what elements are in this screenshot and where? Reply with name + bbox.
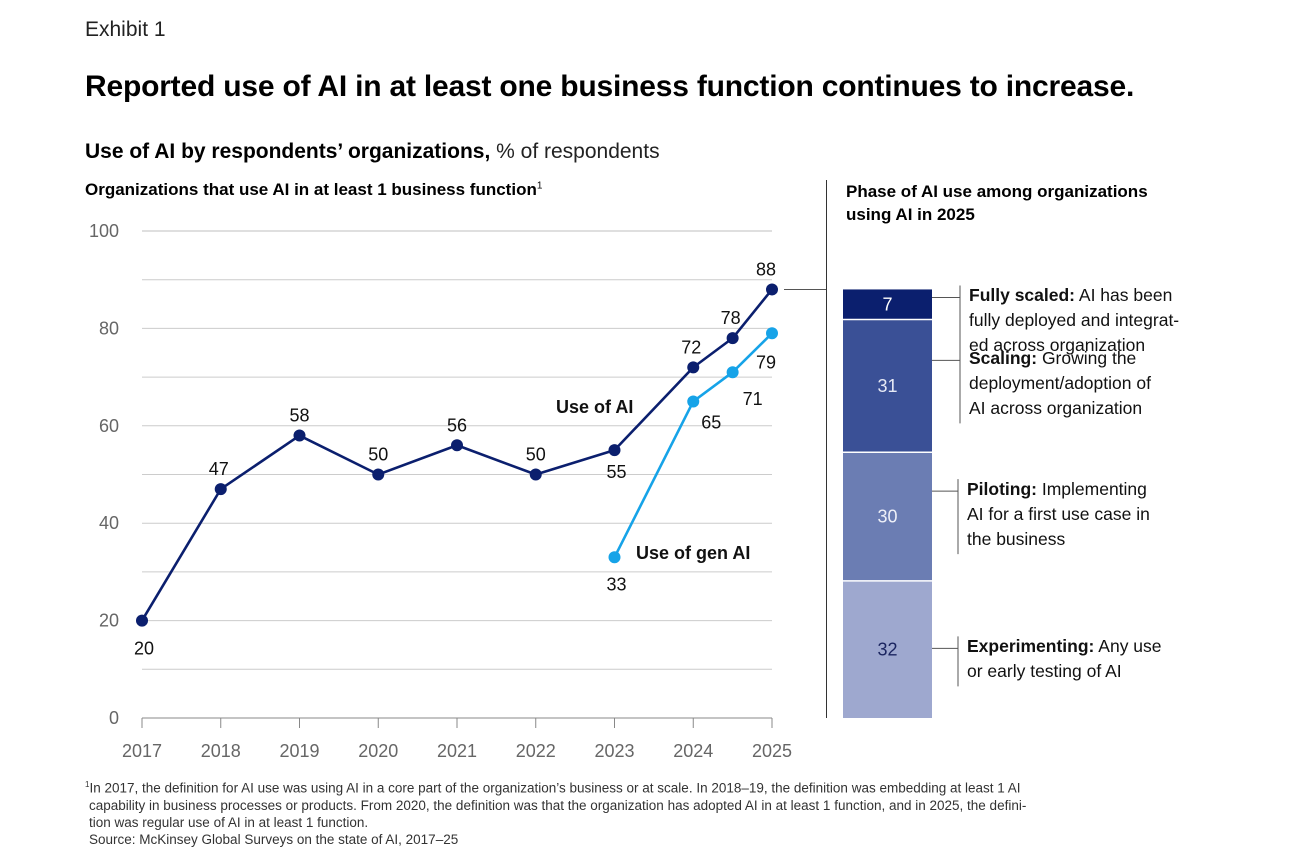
subtitle-bold: Use of AI by respondents’ organizations, bbox=[85, 140, 491, 163]
gen-ai-point bbox=[687, 395, 700, 408]
use-of-ai-data-label: 72 bbox=[681, 337, 701, 357]
x-tick-label-2019: 2019 bbox=[279, 741, 319, 761]
phase-desc-line: the business bbox=[967, 529, 1066, 550]
y-tick-label-20: 20 bbox=[99, 611, 119, 631]
use-of-ai-point bbox=[451, 439, 463, 452]
use-of-ai-point bbox=[687, 361, 700, 374]
exhibit-label: Exhibit 1 bbox=[85, 18, 166, 41]
footnote-text-1: In 2017, the definition for AI use was u… bbox=[89, 780, 1021, 796]
use-of-ai-point bbox=[372, 468, 385, 481]
panel-divider bbox=[826, 180, 827, 718]
footnote-line-2: capability in business processes or prod… bbox=[89, 797, 1027, 813]
line-chart-heading: Organizations that use AI in at least 1 … bbox=[85, 180, 542, 200]
use-of-ai-data-label: 88 bbox=[756, 259, 776, 279]
footnote-line-3: tion was regular use of AI in at least 1… bbox=[89, 814, 369, 830]
phase-bar-fully-scaled bbox=[843, 289, 932, 320]
phase-desc-line: deployment/adoption of bbox=[969, 373, 1151, 394]
use-of-ai-data-label: 55 bbox=[606, 462, 626, 482]
use-of-ai-data-label: 50 bbox=[368, 445, 388, 465]
use-of-ai-point bbox=[766, 283, 778, 296]
x-tick-label-2025: 2025 bbox=[752, 741, 792, 761]
phase-heading-line2: using AI in 2025 bbox=[846, 205, 975, 224]
phase-desc-piloting: Piloting: Implementing AI for a first use… bbox=[967, 477, 1150, 552]
phase-desc-line: or early testing of AI bbox=[967, 661, 1122, 682]
footnote: 1In 2017, the definition for AI use was … bbox=[85, 776, 1195, 848]
footnote-line-1: 1In 2017, the definition for AI use was … bbox=[85, 776, 1195, 797]
phase-name-experimenting: Experimenting: bbox=[967, 636, 1095, 657]
y-tick-label-0: 0 bbox=[109, 708, 119, 728]
use-of-ai-data-label: 20 bbox=[134, 639, 154, 659]
use-of-ai-point bbox=[726, 332, 739, 345]
phase-desc-line: ed across organization bbox=[969, 335, 1146, 356]
phase-desc-experimenting: Experimenting: Any use or early testing o… bbox=[967, 634, 1162, 684]
gen-ai-data-label: 71 bbox=[743, 389, 763, 409]
phase-desc-line: Implementing bbox=[1036, 479, 1147, 500]
phase-desc-scaling: Scaling: Growing the deployment/adoption … bbox=[969, 346, 1151, 421]
phase-desc-line: AI for a first use case in bbox=[967, 504, 1150, 525]
x-tick-label-2022: 2022 bbox=[516, 741, 556, 761]
x-tick-label-2023: 2023 bbox=[594, 741, 634, 761]
gen-ai-line bbox=[613, 332, 773, 558]
subtitle-unit: % of respondents bbox=[490, 140, 660, 163]
use-of-ai-data-label: 78 bbox=[721, 308, 741, 328]
phase-name-fully-scaled: Fully scaled: bbox=[969, 285, 1076, 306]
gen-ai-point bbox=[608, 551, 621, 564]
phase-name-scaling: Scaling: bbox=[969, 348, 1038, 369]
phase-desc-line: fully deployed and integrat- bbox=[969, 310, 1180, 331]
x-tick-label-2021: 2021 bbox=[437, 741, 477, 761]
y-tick-label-80: 80 bbox=[99, 318, 119, 338]
phase-value-scaling: 31 bbox=[877, 376, 897, 396]
chart-title: Reported use of AI in at least one busin… bbox=[85, 70, 1135, 103]
phase-desc-line: AI has been bbox=[1075, 285, 1173, 306]
phase-desc-line: AI across organization bbox=[969, 398, 1143, 419]
phase-chart-heading: Phase of AI use among organizations using… bbox=[846, 180, 1206, 226]
phase-desc-line: Growing the bbox=[1037, 348, 1137, 369]
y-tick-label-100: 100 bbox=[89, 221, 119, 241]
phase-value-piloting: 30 bbox=[877, 507, 897, 527]
phase-desc-line: Any use bbox=[1094, 636, 1162, 657]
phase-heading-line1: Phase of AI use among organizations bbox=[846, 182, 1148, 201]
gen-ai-data-label: 79 bbox=[756, 352, 776, 372]
phase-bar-experimenting bbox=[843, 580, 932, 718]
footnote-sup: 1 bbox=[85, 780, 90, 789]
phase-desc-fully-scaled: Fully scaled: AI has been fully deployed … bbox=[969, 283, 1179, 358]
use-of-ai-data-label: 58 bbox=[289, 406, 309, 426]
use-of-ai-point bbox=[293, 429, 306, 442]
use-of-ai-point bbox=[529, 468, 542, 481]
use-of-ai-data-label: 50 bbox=[526, 445, 546, 465]
gen-ai-point bbox=[766, 327, 778, 340]
phase-value-experimenting: 32 bbox=[877, 639, 897, 659]
use-of-ai-point bbox=[608, 444, 621, 457]
use-of-ai-series-label: Use of AI bbox=[556, 397, 633, 417]
gen-ai-data-label: 33 bbox=[606, 574, 626, 594]
phase-name-piloting: Piloting: bbox=[967, 479, 1037, 500]
x-tick-label-2020: 2020 bbox=[358, 741, 398, 761]
x-tick-label-2017: 2017 bbox=[122, 741, 162, 761]
use-of-ai-line bbox=[140, 288, 774, 622]
use-of-ai-point bbox=[214, 483, 227, 496]
y-tick-label-60: 60 bbox=[99, 416, 119, 436]
x-tick-label-2018: 2018 bbox=[201, 741, 241, 761]
footnote-marker: 1 bbox=[536, 180, 543, 192]
gen-ai-point bbox=[726, 366, 739, 379]
gen-ai-data-label: 65 bbox=[701, 412, 721, 432]
y-tick-label-40: 40 bbox=[99, 513, 119, 533]
phase-value-fully-scaled: 7 bbox=[882, 294, 892, 314]
use-of-ai-data-label: 56 bbox=[447, 415, 467, 435]
phase-bar-scaling bbox=[843, 319, 932, 453]
chart-subtitle: Use of AI by respondents’ organizations,… bbox=[85, 140, 660, 164]
gen-ai-series-label: Use of gen AI bbox=[636, 543, 750, 563]
x-tick-label-2024: 2024 bbox=[673, 741, 713, 761]
use-of-ai-point bbox=[136, 614, 148, 627]
phase-bar-piloting bbox=[843, 452, 932, 581]
line-chart-heading-text: Organizations that use AI in at least 1 … bbox=[85, 180, 537, 199]
source-line: Source: McKinsey Global Surveys on the s… bbox=[89, 831, 459, 847]
use-of-ai-data-label: 47 bbox=[209, 459, 229, 479]
